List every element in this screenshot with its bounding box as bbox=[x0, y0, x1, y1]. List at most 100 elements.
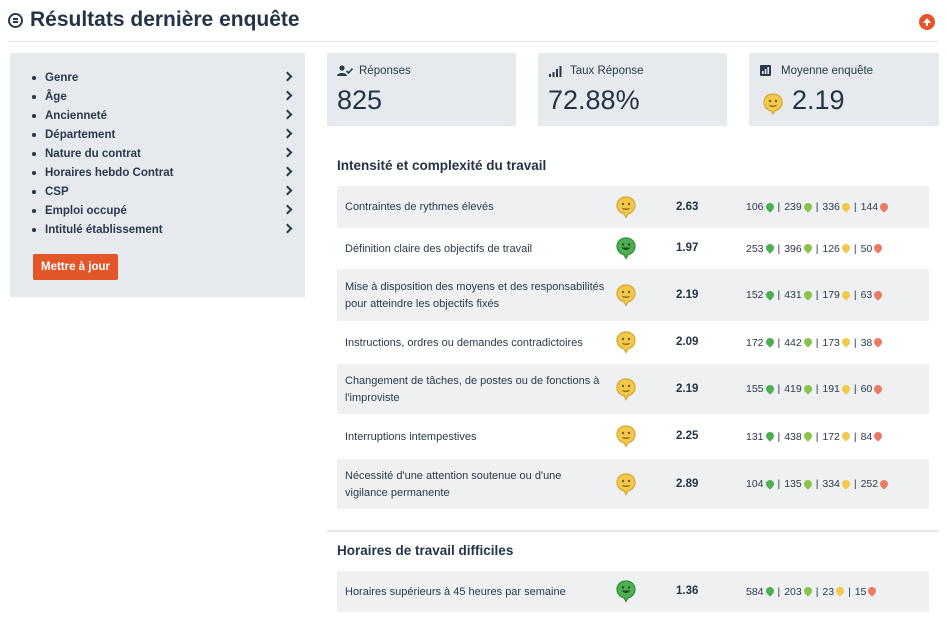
bullet-icon bbox=[32, 209, 36, 213]
separator: | bbox=[853, 289, 857, 301]
question-row: Instructions, ordres ou demandes contrad… bbox=[337, 322, 929, 362]
filter-item-age[interactable]: Âge bbox=[32, 89, 294, 108]
separator: | bbox=[815, 201, 819, 213]
count-value: 50 bbox=[860, 242, 873, 255]
score-face bbox=[616, 195, 636, 224]
separator: | bbox=[815, 430, 819, 443]
answer-distribution: 152 | 431 | 179 | 63 bbox=[746, 288, 885, 301]
section-title: Horaires de travail difficiles bbox=[337, 543, 514, 558]
question-label: Interruptions intempestives bbox=[345, 430, 477, 443]
kpi-average: Moyenne enquête 2.19 bbox=[749, 53, 939, 126]
kpi-label: Taux Réponse bbox=[570, 65, 644, 77]
chevron-right-icon[interactable] bbox=[282, 71, 293, 82]
question-row: Horaires supérieurs à 45 heures par sema… bbox=[337, 570, 929, 612]
bad-marker-icon bbox=[872, 336, 884, 348]
scroll-up-button[interactable] bbox=[919, 14, 935, 30]
section-title: Intensité et complexité du travail bbox=[337, 158, 547, 173]
separator: | bbox=[777, 478, 781, 490]
question-label: Horaires supérieurs à 45 heures par sema… bbox=[345, 585, 566, 598]
bullet-icon bbox=[32, 76, 36, 80]
count-value: 84 bbox=[860, 430, 873, 443]
neutral-face-icon bbox=[616, 195, 636, 219]
medium-marker-icon bbox=[840, 477, 852, 490]
score-value: 1.36 bbox=[676, 585, 699, 597]
good-marker-icon bbox=[802, 382, 814, 395]
medium-marker-icon bbox=[840, 336, 852, 348]
page-title: Résultats dernière enquête bbox=[30, 8, 300, 31]
neutral-face-icon bbox=[616, 377, 636, 401]
neutral-face-icon bbox=[763, 93, 783, 115]
signal-bars-icon bbox=[549, 66, 562, 77]
page-header: Résultats dernière enquête bbox=[8, 0, 939, 42]
very-good-marker-icon bbox=[763, 382, 776, 395]
very-good-marker-icon bbox=[763, 242, 776, 254]
bad-marker-icon bbox=[872, 382, 884, 395]
separator: | bbox=[815, 585, 819, 598]
separator: | bbox=[777, 585, 781, 598]
user-check-icon bbox=[337, 65, 353, 76]
kpi-label: Moyenne enquête bbox=[781, 65, 874, 77]
count-value: 135 bbox=[784, 478, 802, 490]
update-button[interactable]: Mettre à jour bbox=[33, 254, 118, 280]
count-value: 126 bbox=[822, 242, 840, 255]
answer-distribution: 131 | 438 | 172 | 84 bbox=[746, 430, 885, 443]
filter-label: CSP bbox=[45, 186, 69, 198]
question-label: Nécessité d'une attention soutenue ou d'… bbox=[345, 469, 562, 499]
filter-label: Genre bbox=[45, 72, 79, 84]
filter-item-csp[interactable]: CSP bbox=[32, 184, 294, 203]
good-marker-icon bbox=[802, 288, 814, 301]
chevron-right-icon[interactable] bbox=[282, 185, 293, 196]
filter-item-horaires-hebdo[interactable]: Horaires hebdo Contrat bbox=[32, 165, 294, 184]
very-good-marker-icon bbox=[763, 585, 776, 597]
filter-item-anciennete[interactable]: Ancienneté bbox=[32, 108, 294, 127]
chevron-right-icon[interactable] bbox=[282, 147, 293, 158]
medium-marker-icon bbox=[840, 242, 852, 254]
question-row: Nécessité d'une attention soutenue ou d'… bbox=[337, 458, 929, 509]
neutral-face-icon bbox=[616, 425, 636, 448]
separator: | bbox=[777, 430, 781, 443]
separator: | bbox=[777, 383, 781, 395]
happy-face-icon bbox=[616, 580, 636, 603]
score-face bbox=[616, 283, 636, 312]
separator: | bbox=[777, 336, 781, 349]
chevron-right-icon[interactable] bbox=[282, 204, 293, 215]
very-good-marker-icon bbox=[763, 430, 776, 442]
count-value: 253 bbox=[746, 242, 764, 255]
separator: | bbox=[853, 383, 857, 395]
count-value: 419 bbox=[784, 383, 802, 395]
separator: | bbox=[853, 478, 857, 490]
question-row: Mise à disposition des moyens et des res… bbox=[337, 268, 929, 321]
filter-item-emploi[interactable]: Emploi occupé bbox=[32, 203, 294, 222]
separator: | bbox=[777, 289, 781, 301]
very-good-marker-icon bbox=[763, 200, 776, 213]
separator: | bbox=[848, 585, 851, 598]
chevron-right-icon[interactable] bbox=[282, 109, 293, 120]
question-label: Contraintes de rythmes élevés bbox=[345, 201, 494, 213]
filter-label: Intitulé établissement bbox=[45, 224, 163, 236]
chevron-right-icon[interactable] bbox=[282, 128, 293, 139]
score-face bbox=[616, 377, 636, 406]
filter-item-nature-contrat[interactable]: Nature du contrat bbox=[32, 146, 294, 165]
bullet-icon bbox=[32, 190, 36, 194]
filter-item-genre[interactable]: Genre bbox=[32, 70, 294, 89]
question-label: Instructions, ordres ou demandes contrad… bbox=[345, 336, 583, 349]
count-value: 203 bbox=[784, 585, 802, 598]
filter-label: Âge bbox=[45, 91, 67, 103]
count-value: 60 bbox=[860, 383, 873, 395]
filter-item-departement[interactable]: Département bbox=[32, 127, 294, 146]
list-icon bbox=[8, 13, 23, 28]
count-value: 131 bbox=[746, 430, 764, 443]
separator: | bbox=[853, 201, 857, 213]
filter-item-etablissement[interactable]: Intitulé établissement bbox=[32, 222, 294, 241]
chevron-right-icon[interactable] bbox=[282, 90, 293, 101]
kpi-label: Réponses bbox=[359, 65, 411, 77]
answer-distribution: 155 | 419 | 191 | 60 bbox=[746, 382, 885, 395]
kpi-value: 2.19 bbox=[792, 85, 845, 115]
count-value: 38 bbox=[860, 336, 873, 349]
chevron-right-icon[interactable] bbox=[282, 166, 293, 177]
count-value: 239 bbox=[784, 201, 802, 213]
count-value: 396 bbox=[784, 242, 802, 255]
chevron-right-icon[interactable] bbox=[282, 223, 293, 234]
score-value: 2.89 bbox=[676, 477, 699, 490]
filter-panel: Genre Âge Ancienneté Département Nature … bbox=[10, 53, 305, 297]
